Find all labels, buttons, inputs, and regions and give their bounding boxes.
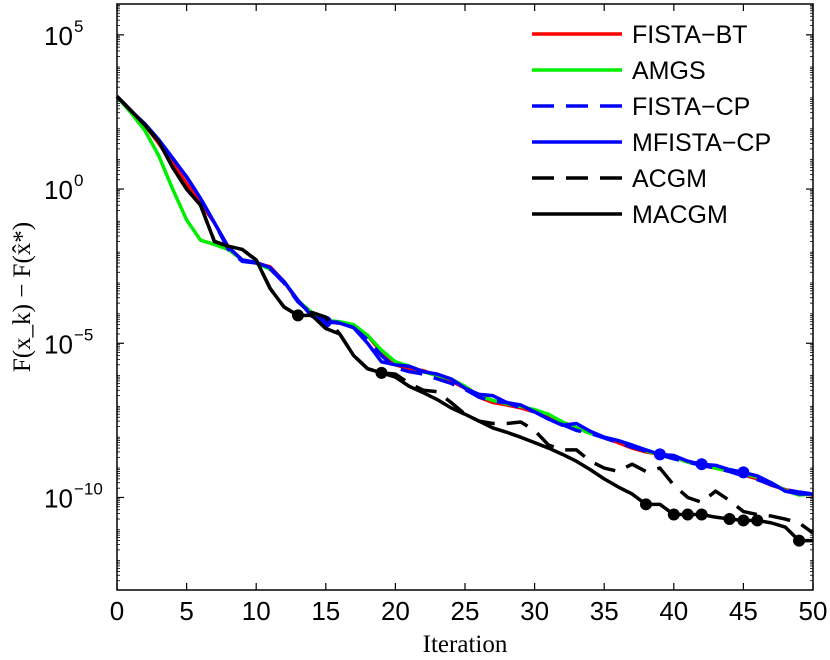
y-tick-label: 10 −5 [44, 325, 93, 359]
y-tick-exponent: −5 [74, 325, 93, 344]
marker-macgm [723, 513, 736, 526]
marker-mfista-cp [695, 458, 708, 471]
x-tick-label: 40 [659, 596, 688, 626]
y-tick-base: 10 [44, 483, 73, 513]
x-tick-label: 50 [799, 596, 828, 626]
plot-frame [116, 3, 814, 591]
marker-macgm [375, 366, 388, 379]
legend-label-fista-bt: FISTA−BT [632, 21, 748, 49]
marker-mfista-cp [737, 466, 750, 479]
marker-macgm [639, 498, 652, 511]
marker-mfista-cp [653, 448, 666, 461]
marker-macgm [681, 508, 694, 521]
y-tick-base: 10 [44, 329, 73, 359]
y-tick-exponent: −10 [74, 479, 103, 498]
x-tick-label: 30 [520, 596, 549, 626]
series-line-macgm [115, 95, 813, 543]
x-tick-label: 15 [311, 596, 340, 626]
y-tick-exponent: 0 [74, 171, 83, 190]
y-tick-base: 10 [44, 21, 73, 51]
y-tick-exponent: 5 [74, 17, 83, 36]
marker-macgm [737, 514, 750, 527]
marker-macgm [291, 309, 304, 322]
marker-macgm [667, 508, 680, 521]
y-tick-base: 10 [44, 175, 73, 205]
legend-label-macgm: MACGM [632, 201, 728, 229]
x-tick-label: 10 [242, 596, 271, 626]
x-tick-label: 45 [729, 596, 758, 626]
x-tick-label: 0 [110, 596, 124, 626]
x-tick-label: 5 [179, 596, 193, 626]
series-layer [115, 95, 815, 547]
y-tick-label: 10 −10 [44, 479, 103, 513]
y-tick-label: 10 0 [44, 171, 83, 205]
x-tick-label: 35 [590, 596, 619, 626]
legend-label-fista-cp: FISTA−CP [632, 93, 750, 121]
legend-label-acgm: ACGM [632, 165, 707, 193]
marker-macgm [793, 534, 806, 547]
series-line-acgm [115, 95, 815, 535]
marker-macgm [695, 508, 708, 521]
marker-macgm [751, 514, 764, 527]
x-tick-label: 20 [381, 596, 410, 626]
legend-label-amgs: AMGS [632, 57, 706, 85]
legend-label-mfista-cp: MFISTA−CP [632, 129, 771, 157]
y-tick-label: 10 5 [44, 17, 83, 51]
y-axis-label: F(x_k) − F(x̂*) [9, 222, 36, 372]
x-tick-label: 25 [451, 596, 480, 626]
legend: FISTA−BT AMGS FISTA−CP MFISTA−CP ACGM MACGM [532, 21, 771, 229]
x-axis-label: Iteration [423, 631, 508, 658]
